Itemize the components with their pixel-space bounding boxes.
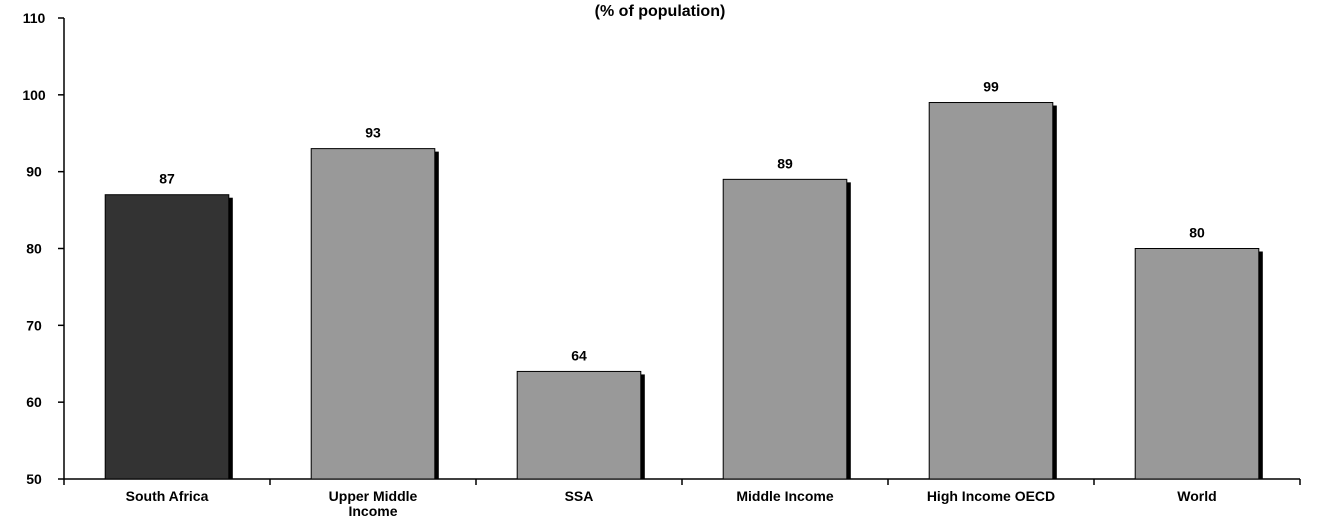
- category-label: SSA: [565, 488, 594, 504]
- y-tick-label: 100: [22, 87, 46, 103]
- data-label: 99: [983, 79, 999, 95]
- bar: [1134, 248, 1260, 480]
- data-label: 89: [777, 155, 793, 171]
- y-tick-label: 70: [26, 317, 42, 333]
- category-label: South Africa: [126, 488, 209, 504]
- category-label-line: High Income OECD: [927, 488, 1055, 504]
- data-label: 93: [365, 125, 381, 141]
- category-label-line: Upper Middle: [329, 488, 418, 504]
- bar: [310, 148, 436, 480]
- category-label-line: Middle Income: [736, 488, 833, 504]
- bar: [516, 370, 642, 480]
- category-labels-group: South Africa Upper Middle Income SSA Middle …: [126, 488, 1217, 519]
- data-label: 64: [571, 347, 587, 363]
- category-label-line: World: [1177, 488, 1216, 504]
- data-label: 80: [1189, 225, 1205, 241]
- y-tick-label: 90: [26, 164, 42, 180]
- y-tick-label: 60: [26, 394, 42, 410]
- y-tick-label: 50: [26, 471, 42, 487]
- chart-subtitle: (% of population): [595, 3, 726, 20]
- data-label: 87: [159, 171, 175, 187]
- category-label-line: Income: [348, 503, 397, 519]
- bar: [722, 178, 848, 480]
- x-axis-ticks: [63, 479, 1301, 485]
- category-label: World: [1177, 488, 1216, 504]
- data-labels-group: 87 93 64 89 99 80: [159, 79, 1205, 364]
- category-label-line: South Africa: [126, 488, 209, 504]
- y-tick-label: 110: [23, 10, 46, 26]
- category-label: High Income OECD: [927, 488, 1055, 504]
- y-tick-label: 80: [26, 241, 42, 257]
- bar: [104, 194, 230, 480]
- category-label: Middle Income: [736, 488, 833, 504]
- y-axis-ticks: 50 60 70 80 90 100 110: [22, 10, 64, 487]
- category-label: Upper Middle Income: [329, 488, 418, 519]
- bar: [928, 102, 1054, 480]
- category-label-line: SSA: [565, 488, 594, 504]
- bars-group: [104, 102, 1263, 480]
